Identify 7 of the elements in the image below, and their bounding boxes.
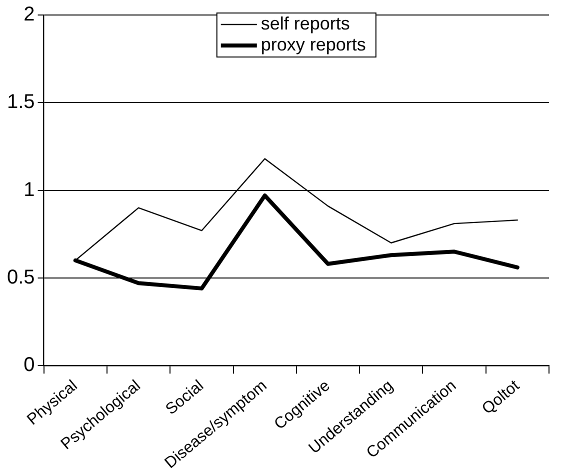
- y-tick-label: 0.5: [6, 266, 35, 288]
- y-tick-label: 1: [24, 178, 35, 201]
- y-tick-label: 1.5: [6, 91, 35, 114]
- y-tick-label: 0: [24, 354, 35, 376]
- y-tick-label: 2: [24, 4, 35, 26]
- legend-label: proxy reports: [260, 34, 366, 54]
- legend-label: self reports: [260, 13, 350, 34]
